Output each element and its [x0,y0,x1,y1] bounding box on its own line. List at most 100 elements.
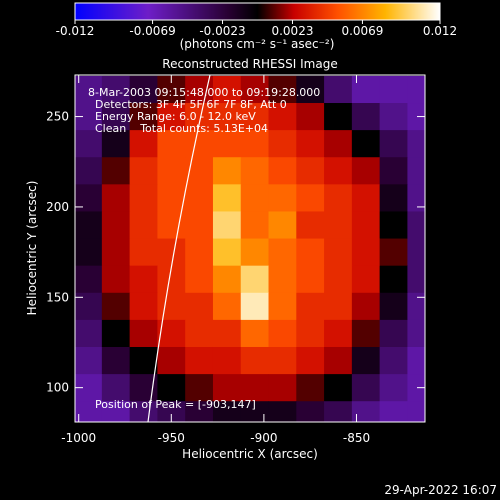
colorbar-tick-label: 0.0069 [341,24,383,38]
heatmap-cell [75,346,103,375]
heatmap-cell [101,401,131,422]
heatmap-cell [351,103,381,131]
heatmap-cell [212,238,242,267]
heatmap-cell [185,319,214,348]
colorbar-tick-label: -0.012 [56,24,95,38]
colorbar-tick-label: 0.0023 [271,24,313,38]
heatmap-cell [157,130,186,158]
heatmap-cell [212,265,242,294]
heatmap-cell [351,346,381,375]
heatmap-cell [407,157,425,185]
heatmap-cell [185,238,214,267]
heatmap-cell [379,75,408,104]
heatmap-cell [268,401,297,422]
heatmap-cell [324,157,353,185]
heatmap-cell [75,130,103,158]
heatmap-cell [101,265,131,294]
heatmap-cell [240,157,270,185]
x-axis-label: Heliocentric X (arcsec) [182,447,318,461]
heatmap-cell [268,265,297,294]
heatmap-cell [240,346,270,375]
heatmap-cell [157,157,186,185]
heatmap-cell [129,130,158,158]
colorbar-tick-label: -0.0023 [199,24,245,38]
annotation: Clean Total counts: 5.13E+04 [95,122,268,135]
heatmap-cell [407,211,425,240]
heatmap-cell [407,292,425,321]
x-tick-label: -850 [343,431,370,445]
heatmap-cell [101,130,131,158]
heatmap-cell [351,130,381,158]
heatmap-cell [379,292,408,321]
heatmap-cell [129,265,158,294]
heatmap-cell [212,157,242,185]
colorbar-tick-label: 0.012 [423,24,457,38]
heatmap-cell [324,238,353,267]
heatmap-cell [268,103,297,131]
heatmap-cell [296,346,325,375]
heatmap-cell [101,157,131,185]
timestamp: 29-Apr-2022 16:07 [384,483,497,497]
heatmap-cell [240,292,270,321]
heatmap-cell [185,211,214,240]
heatmap-cell [212,75,242,104]
heatmap-cell [212,374,242,402]
heatmap-cell [185,346,214,375]
heatmap-cell [379,238,408,267]
heatmap-cell [157,238,186,267]
heatmap-cell [268,346,297,375]
y-tick-label: 250 [46,110,69,124]
heatmap-cell [324,401,353,422]
heatmap-cell [379,211,408,240]
heatmap-cell [212,184,242,212]
heatmap-cell [101,238,131,267]
heatmap-cell [129,346,158,375]
annotation: Detectors: 3F 4F 5F 6F 7F 8F, Att 0 [95,98,287,111]
heatmap-cell [101,319,131,348]
heatmap-cell [129,211,158,240]
heatmap-cell [129,374,158,402]
heatmap-cell [212,103,242,131]
heatmap-cell [129,319,158,348]
heatmap-cell [379,265,408,294]
heatmap-cell [268,292,297,321]
y-tick-label: 100 [46,381,69,395]
x-tick-label: -900 [250,431,277,445]
heatmap-cell [185,130,214,158]
heatmap-cell [185,103,214,131]
heatmap-cell [240,103,270,131]
heatmap-cell [407,374,425,402]
heatmap-cell [379,103,408,131]
heatmap-cell [407,319,425,348]
heatmap-cell [351,265,381,294]
heatmap-cell [268,211,297,240]
heatmap-cell [296,103,325,131]
heatmap-cell [268,319,297,348]
heatmap-cell [379,130,408,158]
heatmap-cell [296,130,325,158]
heatmap-cell [351,184,381,212]
heatmap-cell [407,265,425,294]
heatmap-cell [268,184,297,212]
heatmap-cell [101,184,131,212]
heatmap-cell [351,319,381,348]
heatmap-cell [268,130,297,158]
heatmap-cell [268,75,297,104]
heatmap-cell [75,157,103,185]
heatmap-cell [296,265,325,294]
heatmap-cell [407,346,425,375]
heatmap-cell [296,319,325,348]
heatmap-cell [379,184,408,212]
heatmap-cell [296,184,325,212]
heatmap-cell [75,238,103,267]
heatmap-cell [351,238,381,267]
x-tick-label: -1000 [61,431,96,445]
heatmap-cell [324,374,353,402]
heatmap-cell [296,401,325,422]
heatmap-cell [240,401,270,422]
heatmap-cell [129,401,158,422]
heatmap-cell [75,265,103,294]
chart-title: Reconstructed RHESSI Image [162,57,337,71]
solar-limb [147,75,211,422]
annotation: 8-Mar-2003 09:15:48.000 to 09:19:28.000 [88,86,320,99]
